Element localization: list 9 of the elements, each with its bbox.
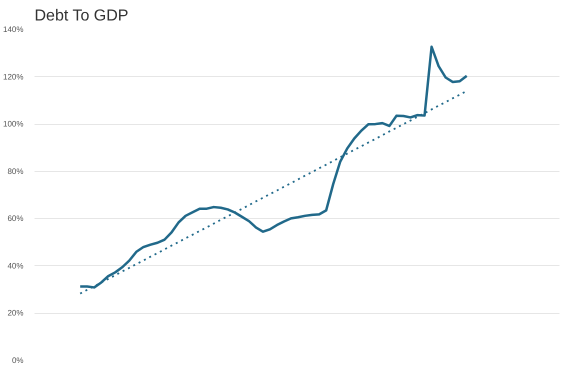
y-tick-label: 140% (3, 25, 24, 34)
y-tick-label: 40% (7, 261, 24, 270)
y-tick-label: 120% (3, 72, 24, 82)
y-tick-label: 60% (7, 214, 24, 224)
chart-title: Debt To GDP (34, 8, 128, 24)
y-tick-label: 80% (7, 166, 24, 176)
y-tick-label: 0% (12, 356, 24, 365)
y-tick-label: 100% (3, 120, 24, 129)
y-tick-label: 20% (7, 308, 24, 318)
